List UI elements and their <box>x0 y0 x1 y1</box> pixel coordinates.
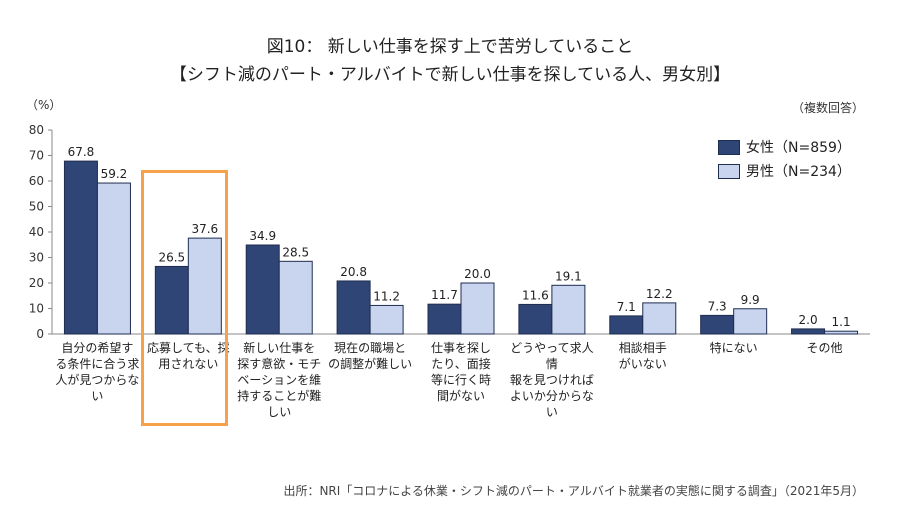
data-label: 59.2 <box>101 167 128 181</box>
legend-swatch-male <box>718 163 740 179</box>
y-tick-label: 50 <box>29 200 44 214</box>
x-category-label: 特にない <box>709 341 758 355</box>
bar-male <box>733 308 768 335</box>
chart-title: 図10： 新しい仕事を探す上で苦労していること <box>266 37 634 57</box>
data-label: 20.8 <box>340 265 367 279</box>
bar-male <box>642 302 677 335</box>
bar-female <box>518 303 553 335</box>
bar-female <box>791 328 826 335</box>
data-label: 1.1 <box>832 315 851 329</box>
x-category-label: 新しい仕事を 探す意欲・モチ ベーションを維 持することが難 しい <box>237 341 322 419</box>
chart-subtitle: 【シフト減のパート・アルバイトで新しい仕事を探している人、男女別】 <box>169 65 731 85</box>
bar-male <box>187 237 222 335</box>
y-tick-label: 0 <box>36 327 44 340</box>
y-axis-unit-label: （%） <box>26 98 62 112</box>
multiple-answer-note: （複数回答） <box>791 101 864 115</box>
data-label: 2.0 <box>799 313 818 327</box>
data-label: 12.2 <box>646 287 673 301</box>
data-label: 11.6 <box>522 288 549 302</box>
legend-item-female: 女性（N=859） <box>718 135 851 159</box>
bar-male <box>278 260 313 335</box>
bar-male <box>369 304 404 335</box>
data-label: 67.8 <box>68 145 95 159</box>
legend-swatch-female <box>718 139 740 155</box>
y-tick-label: 30 <box>29 251 44 265</box>
y-tick-label: 10 <box>29 302 44 316</box>
x-category-label: 仕事を探し たり、面接 等に行く時 間がない <box>430 341 491 403</box>
bar-female <box>700 314 735 335</box>
bar-female <box>609 315 644 335</box>
x-category-label: どうやって求人情 報を見つければ よいか分からない <box>509 341 594 419</box>
bar-male <box>824 330 859 335</box>
data-label: 9.9 <box>741 293 760 307</box>
y-tick-label: 40 <box>29 225 44 239</box>
y-tick-label: 20 <box>29 276 44 290</box>
legend-item-male: 男性（N=234） <box>718 159 851 183</box>
data-label: 34.9 <box>249 229 276 243</box>
bar-female <box>427 303 462 335</box>
x-category-label: 現在の職場と の調整が難しい <box>328 341 413 371</box>
data-label: 7.3 <box>708 299 727 313</box>
bar-female <box>154 265 189 335</box>
bar-male <box>460 282 495 335</box>
source-note: 出所：NRI「コロナによる休業・シフト減のパート・アルバイト就業者の実態に関する… <box>283 484 864 498</box>
x-category-label: 相談相手 がいない <box>618 341 667 371</box>
bar-male <box>551 284 586 335</box>
data-label: 26.5 <box>158 250 185 264</box>
bar-male <box>96 182 131 335</box>
bar-female <box>63 160 98 335</box>
legend-label-male: 男性（N=234） <box>746 164 851 180</box>
data-label: 7.1 <box>617 300 636 314</box>
x-category-label: 自分の希望す る条件に合う求 人が見つからな い <box>55 341 140 403</box>
y-tick-label: 60 <box>29 174 44 188</box>
y-tick-label: 80 <box>29 123 44 137</box>
x-category-label: 応募しても、採 用されない <box>146 341 230 371</box>
data-label: 20.0 <box>464 267 491 281</box>
data-label: 11.7 <box>431 288 458 302</box>
x-category-label: その他 <box>806 341 843 355</box>
legend: 女性（N=859） 男性（N=234） <box>718 135 851 183</box>
data-label: 11.2 <box>373 289 400 303</box>
plot-area: 0 10 20 30 40 50 60 70 80 67.8 59.2 26.5 37.6 34.9 28.… <box>29 123 870 340</box>
y-tick-label: 70 <box>29 149 44 163</box>
data-label: 28.5 <box>282 245 309 259</box>
data-label: 37.6 <box>191 222 218 236</box>
bar-female <box>245 244 280 335</box>
data-label: 19.1 <box>555 269 582 283</box>
bar-female <box>336 280 371 335</box>
legend-label-female: 女性（N=859） <box>746 140 851 156</box>
